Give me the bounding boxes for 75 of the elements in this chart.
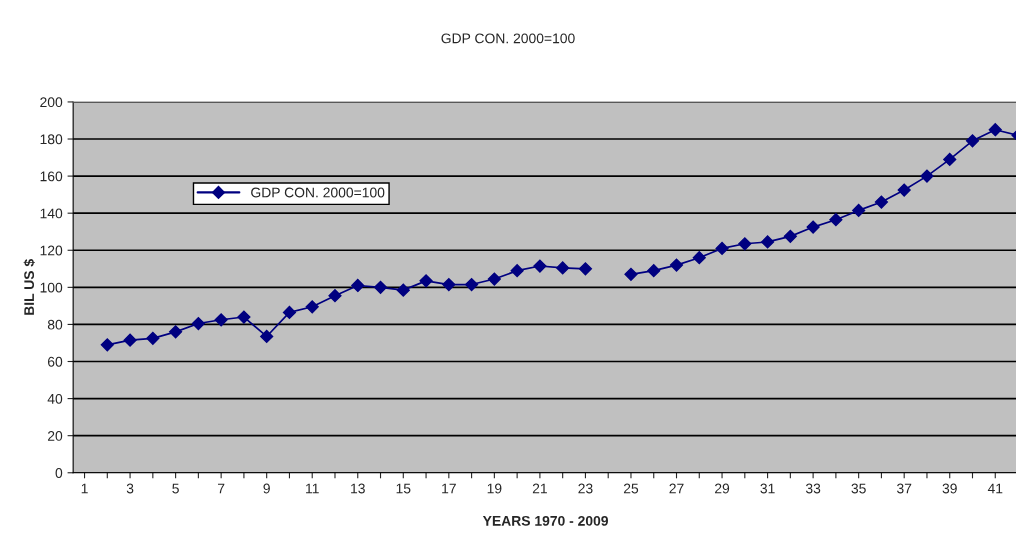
x-tick-label: 7 [218, 483, 225, 494]
point [169, 325, 183, 339]
point [533, 259, 547, 273]
point [146, 331, 160, 345]
x-tick-label: 23 [578, 483, 593, 494]
x-tick-label: 1 [81, 483, 88, 494]
x-tick-label: 39 [942, 483, 957, 494]
x-tick-label: 37 [897, 483, 912, 494]
x-tick-label: 17 [442, 483, 456, 494]
y-tick-label: 180 [40, 134, 63, 145]
y-tick-label: 120 [40, 245, 63, 256]
point [578, 262, 593, 276]
point [874, 195, 889, 209]
point [943, 152, 957, 167]
y-tick-label: 140 [40, 208, 63, 219]
x-tick-label: 35 [851, 483, 866, 494]
point [806, 220, 820, 234]
point [351, 278, 365, 293]
y-tick-label: 60 [47, 356, 63, 367]
point [396, 283, 410, 297]
point [465, 277, 479, 292]
x-tick-label: 15 [396, 483, 411, 494]
point [191, 316, 205, 331]
x-tick-label: 19 [487, 483, 502, 494]
point [692, 251, 706, 265]
y-tick-label: 200 [40, 97, 63, 108]
x-tick-label: 11 [306, 483, 319, 494]
y-tick-label: 20 [47, 431, 63, 441]
point [897, 183, 911, 197]
point [328, 289, 342, 303]
y-tick-label: 100 [40, 282, 63, 293]
point [852, 203, 866, 217]
point [556, 261, 570, 275]
point [123, 333, 137, 347]
x-tick-label: 13 [351, 483, 365, 494]
point [510, 264, 524, 278]
point [419, 274, 433, 288]
point [624, 267, 638, 281]
point [738, 237, 752, 251]
point [988, 123, 1002, 137]
x-axis-title: YEARS 1970 - 2009 [482, 515, 608, 526]
x-tick-label: 21 [532, 483, 547, 494]
y-tick-label: 40 [47, 393, 63, 404]
point [920, 169, 934, 183]
point [373, 280, 388, 294]
point [760, 235, 775, 249]
x-tick-label: 25 [623, 483, 639, 494]
x-tick-label: 33 [805, 483, 821, 494]
x-tick-label: 27 [669, 483, 684, 494]
x-tick-label: 31 [760, 483, 775, 494]
x-tick-label: 9 [263, 483, 270, 494]
point [260, 329, 274, 344]
chart-title: GDP CON. 2000=100 [441, 33, 575, 44]
legend-label: GDP CON. 2000=100 [251, 187, 385, 198]
point [100, 338, 114, 352]
point [965, 134, 980, 148]
x-tick-label: 29 [715, 483, 730, 494]
x-tick-label: 3 [126, 483, 134, 494]
point [214, 313, 228, 327]
point [305, 300, 319, 314]
point [442, 277, 456, 292]
point [669, 258, 684, 272]
point [783, 229, 797, 243]
y-tick-label: 160 [40, 171, 63, 182]
y-tick-label: 80 [47, 319, 63, 330]
x-tick-label: 5 [172, 483, 179, 494]
x-tick-label: 41 [987, 483, 1003, 494]
point [237, 310, 251, 324]
point [647, 264, 661, 278]
point [829, 213, 843, 227]
point [715, 241, 729, 255]
point [487, 272, 501, 286]
point [282, 305, 297, 319]
y-tick-label: 0 [55, 468, 63, 478]
y-axis-title: BIL US $ [23, 259, 35, 315]
